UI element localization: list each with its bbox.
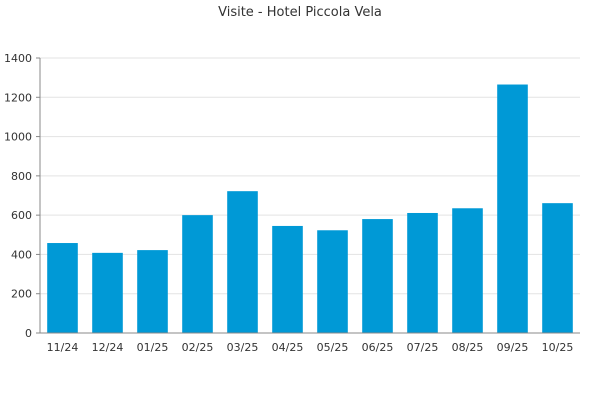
x-tick-label: 01/25 [137, 341, 169, 354]
x-tick-labels: 11/24 12/24 01/25 02/25 03/25 04/25 05/25 06/25… [47, 341, 574, 354]
bar-02-25 [182, 215, 213, 333]
x-tick-label: 06/25 [362, 341, 394, 354]
y-tick-label: 800 [11, 170, 32, 183]
chart-title: Visite - Hotel Piccola Vela [218, 5, 382, 20]
bar-03-25 [227, 191, 258, 333]
x-tick-label: 07/25 [407, 341, 439, 354]
axes [36, 57, 580, 334]
bar-09-25 [497, 84, 528, 334]
bar-11-24 [47, 243, 78, 333]
bar-07-25 [407, 212, 438, 333]
y-tick-label: 600 [11, 209, 32, 222]
x-tick-label: 04/25 [272, 341, 304, 354]
y-tick-labels: 0 200 400 600 800 1000 1200 1400 [4, 52, 32, 340]
x-tick-label: 08/25 [452, 341, 484, 354]
x-tick-label: 05/25 [317, 341, 349, 354]
y-tick-label: 1400 [4, 52, 32, 65]
bar-10-25 [542, 203, 573, 333]
bar-04-25 [272, 225, 303, 333]
y-tick-label: 1000 [4, 131, 32, 144]
bar-01-25 [137, 250, 168, 333]
bars [47, 84, 573, 334]
y-tick-label: 200 [11, 288, 32, 301]
y-tick-label: 400 [11, 248, 32, 261]
bar-06-25 [362, 219, 393, 333]
y-tick-label: 0 [25, 327, 32, 340]
bar-12-24 [92, 252, 123, 333]
x-tick-label: 10/25 [542, 341, 574, 354]
x-tick-label: 12/24 [92, 341, 124, 354]
bar-05-25 [317, 230, 348, 333]
x-tick-label: 11/24 [47, 341, 79, 354]
grid-lines [40, 57, 580, 295]
x-tick-label: 03/25 [227, 341, 259, 354]
bar-08-25 [452, 208, 483, 333]
x-tick-label: 02/25 [182, 341, 214, 354]
y-tick-label: 1200 [4, 91, 32, 104]
x-tick-label: 09/25 [497, 341, 529, 354]
